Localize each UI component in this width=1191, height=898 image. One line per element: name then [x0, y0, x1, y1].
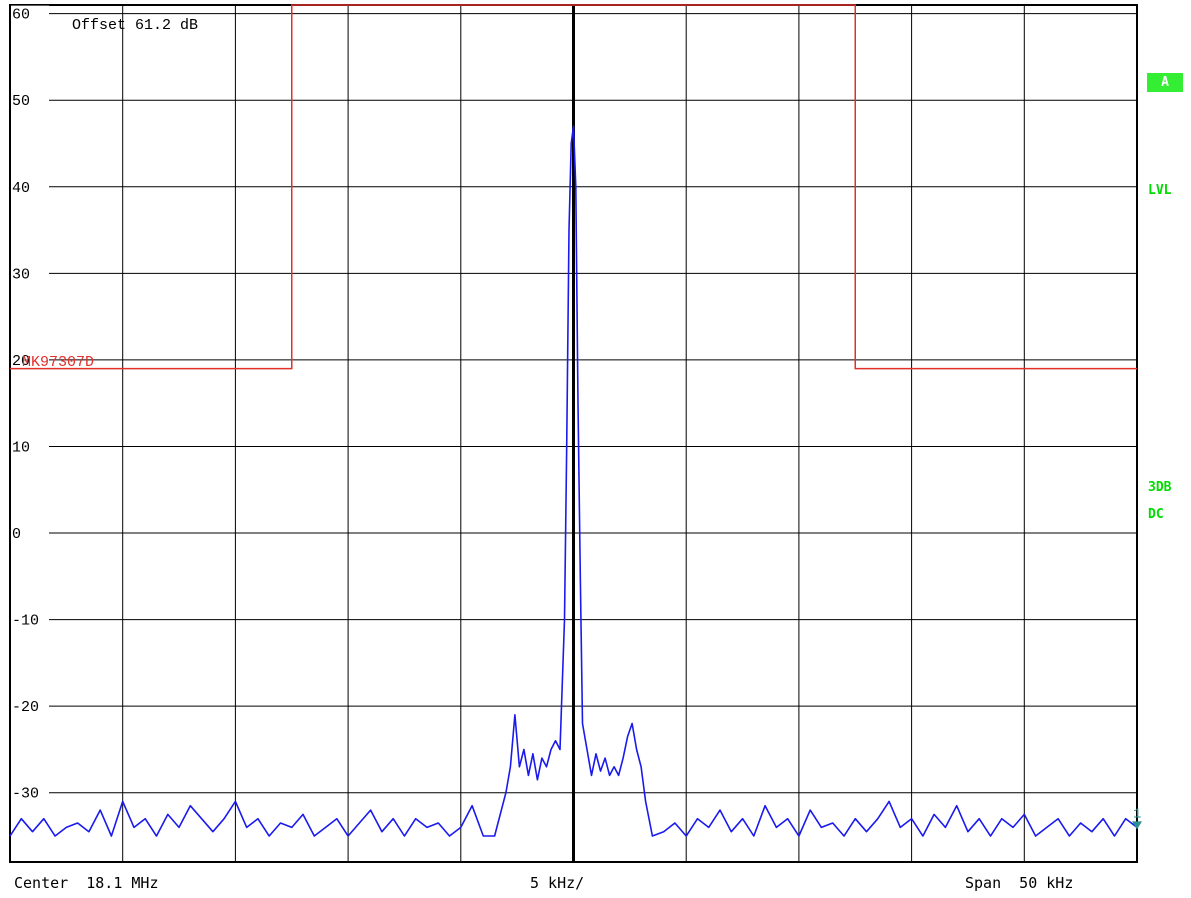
y-tick-label-bg [11, 438, 49, 454]
y-tick-label-bg [11, 265, 49, 281]
marker-number-label: 1 [1133, 806, 1141, 822]
y-tick-label-bg [11, 351, 49, 367]
y-tick-label-bg [11, 611, 49, 627]
trace-series-line [9, 125, 1138, 837]
lvl-label: LVL [1148, 183, 1172, 198]
limit-line [10, 4, 1137, 370]
center-frequency: Center 18.1 MHz [14, 874, 159, 892]
y-tick-label: 10 [12, 439, 30, 456]
y-tick-label-bg [11, 698, 49, 714]
y-tick-label: 20 [12, 353, 30, 370]
marker-triangle [1132, 821, 1142, 830]
rbw-3db-label: 3DB [1148, 480, 1172, 495]
y-tick-label: 50 [12, 93, 30, 110]
division-label: 5 kHz/ [530, 874, 585, 892]
y-tick-label-bg [11, 178, 49, 194]
y-tick-labels: 60 50 40 30 20 10 0 -10 -20 -30 [11, 5, 49, 803]
y-tick-label: 30 [12, 266, 30, 283]
y-tick-label-bg [11, 525, 49, 541]
limit-line-label: MK97307D [22, 354, 94, 371]
span-label: Span 50 kHz [965, 874, 1074, 892]
y-tick-label-bg [11, 5, 49, 21]
y-tick-label: 0 [12, 526, 21, 543]
y-tick-label: -10 [12, 613, 39, 630]
y-tick-label-bg [11, 784, 49, 800]
y-tick-label: -20 [12, 699, 39, 716]
offset-annotation: Offset 61.2 dB [72, 17, 198, 34]
y-tick-label-bg [11, 92, 49, 108]
dc-coupling-label: DC [1148, 507, 1164, 522]
limit-line-path [10, 4, 1137, 370]
grid [9, 4, 1138, 863]
y-tick-label: 60 [12, 7, 30, 24]
y-tick-label: 40 [12, 180, 30, 197]
trace [9, 125, 1138, 837]
trace-a-badge: A [1147, 73, 1183, 92]
marker-1: 1 [1132, 806, 1142, 830]
y-tick-label: -30 [12, 786, 39, 803]
